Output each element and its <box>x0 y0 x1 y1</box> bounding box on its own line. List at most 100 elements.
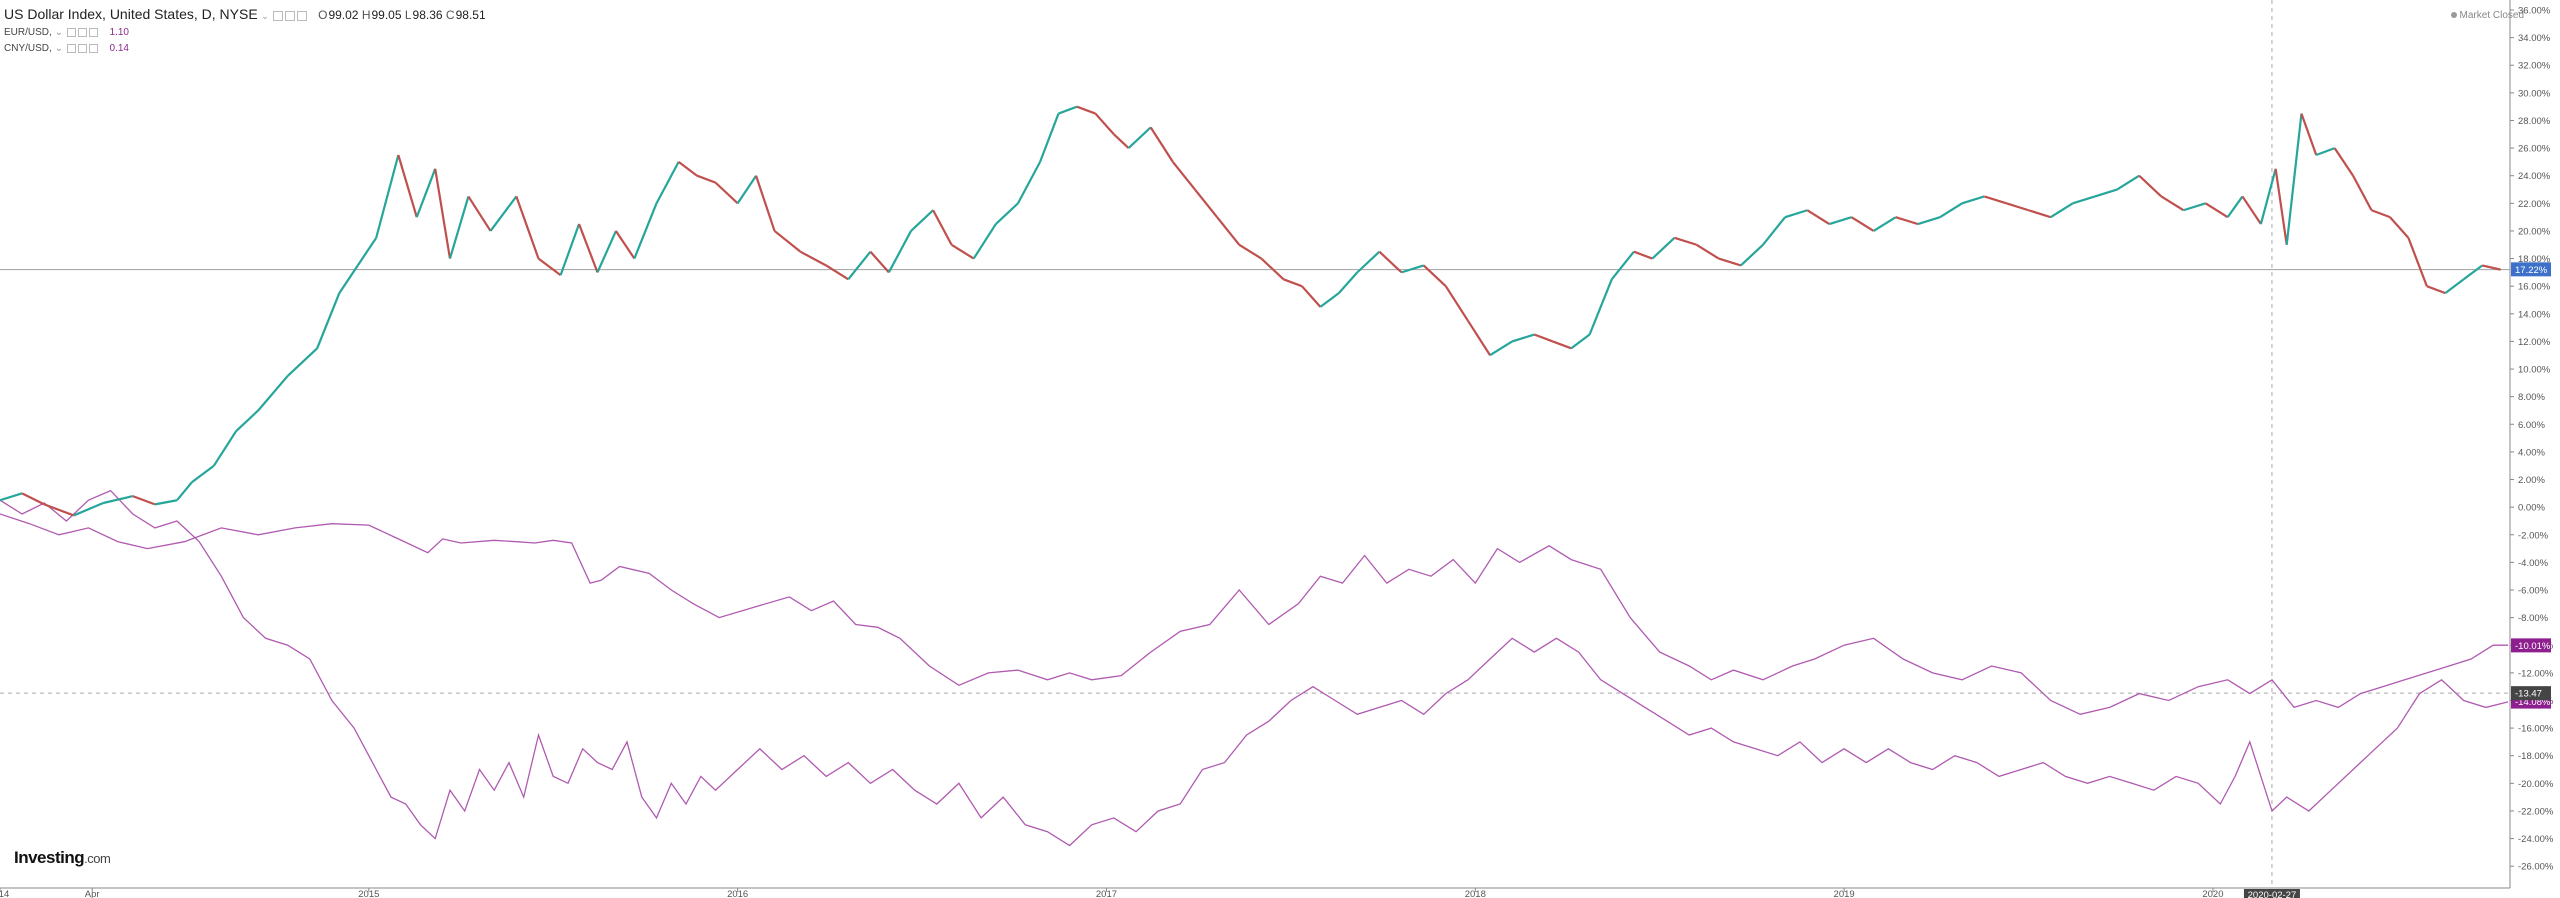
candle-segment <box>1338 271 1359 294</box>
high-label: H <box>361 8 371 22</box>
price-badges: 17.22% -10.01% -14.08%-13.47 2020-02-27 <box>2243 262 2551 898</box>
candle-segment <box>1356 250 1381 274</box>
candle-segment <box>578 223 599 273</box>
candle-segment <box>235 409 259 432</box>
settings-icon[interactable] <box>285 10 296 21</box>
candle-segment <box>1149 126 1174 163</box>
candle-segment <box>596 230 617 273</box>
candle-segment <box>932 209 953 246</box>
visibility-icon[interactable] <box>273 10 284 21</box>
badge-usd-index-bg <box>2511 262 2551 277</box>
y-tick-label: -20.00% <box>2518 779 2554 790</box>
candle-segment <box>1674 236 1697 246</box>
candle-segment <box>2094 188 2118 198</box>
y-tick-label: 34.00% <box>2518 33 2551 44</box>
y-tick-label: 16.00% <box>2518 282 2551 293</box>
high-value: 99.05 <box>371 8 402 22</box>
candle-segment <box>755 175 776 232</box>
visibility-icon[interactable] <box>66 27 76 37</box>
y-tick-label: 20.00% <box>2518 226 2551 237</box>
settings-icon[interactable] <box>77 43 87 53</box>
chevron-down-icon[interactable]: ⌄ <box>54 27 63 38</box>
candle-segment <box>103 495 134 505</box>
candle-segment <box>972 223 997 260</box>
x-tick-label: 14 <box>0 889 9 898</box>
candle-segment <box>212 430 237 467</box>
series-line-eurusd <box>0 513 2508 715</box>
candle-segment <box>2274 168 2288 245</box>
y-tick-label: 0.00% <box>2518 503 2545 514</box>
candle-segment <box>316 292 341 349</box>
x-tick-label: 2016 <box>727 889 748 898</box>
more-icon[interactable] <box>297 10 308 21</box>
candle-segment <box>1917 216 1941 226</box>
candle-segment <box>736 175 758 204</box>
candle-segment <box>773 230 802 253</box>
y-tick-label: 12.00% <box>2518 337 2551 348</box>
candle-segment <box>132 495 156 506</box>
candle-segment <box>847 250 872 280</box>
close-icon[interactable] <box>88 27 98 37</box>
candle-segment <box>2481 264 2501 271</box>
candle-segment <box>1850 216 1875 232</box>
candle-segment <box>2352 175 2373 211</box>
candle-segment <box>1094 112 1115 136</box>
candle-segment <box>1401 264 1424 274</box>
candle-segment <box>375 154 400 239</box>
candle-segment <box>995 202 1019 225</box>
candle-segment <box>1533 333 1554 343</box>
y-tick-label: 28.00% <box>2518 116 2551 127</box>
candle-segment <box>1552 340 1572 350</box>
candle-segment <box>467 195 492 232</box>
symbol-title[interactable]: US Dollar Index, United States, D, NYSE <box>4 6 258 22</box>
y-tick-label: -8.00% <box>2518 613 2549 624</box>
candle-segment <box>1194 188 1218 218</box>
y-tick-label: 8.00% <box>2518 392 2545 403</box>
series-layer <box>0 0 2510 888</box>
candle-segment <box>257 375 289 412</box>
chevron-down-icon[interactable]: ⌄ <box>261 11 269 21</box>
candle-segment <box>1633 250 1653 260</box>
candle-segment <box>1784 209 1808 219</box>
candle-segment <box>714 181 739 205</box>
candle-segment <box>1718 257 1742 267</box>
y-axis: 36.00% 34.00% 32.00% 30.00% 28.00% 26.00% 24.0… <box>2510 6 2554 873</box>
close-icon[interactable] <box>88 43 98 53</box>
candle-segment <box>2285 113 2303 245</box>
candle-segment <box>1058 105 1078 115</box>
candle-segment <box>2444 278 2465 294</box>
candle-segment <box>1961 195 1985 205</box>
y-tick-label: 6.00% <box>2518 420 2545 431</box>
y-tick-label: 2.00% <box>2518 475 2545 486</box>
open-label: O <box>318 8 328 22</box>
open-value: 99.02 <box>328 8 359 22</box>
x-tick-label: 2018 <box>1465 889 1486 898</box>
badge-crosshair-y: -13.47 <box>2515 689 2542 700</box>
candle-segment <box>950 243 975 260</box>
candle-segment <box>2204 202 2229 219</box>
axis-lines <box>0 0 2511 889</box>
candle-segment <box>0 492 23 502</box>
y-tick-label: -4.00% <box>2518 558 2549 569</box>
visibility-icon[interactable] <box>66 43 76 53</box>
y-tick-label: 10.00% <box>2518 365 2551 376</box>
compare-legend-eurusd[interactable]: EUR/USD, ⌄ 1.10 <box>4 27 129 38</box>
chevron-down-icon[interactable]: ⌄ <box>54 43 63 54</box>
candle-segment <box>1895 216 1919 226</box>
candle-segment <box>1489 340 1513 357</box>
candle-segment <box>910 209 934 232</box>
candle-segment <box>825 264 849 281</box>
compare-name: EUR/USD, <box>4 27 52 38</box>
candle-segment <box>2300 113 2318 156</box>
compare-legend-cnyusd[interactable]: CNY/USD, ⌄ 0.14 <box>4 43 129 54</box>
chart-header: US Dollar Index, United States, D, NYSE … <box>4 6 486 22</box>
close-value: 98.51 <box>455 8 486 22</box>
candle-segment <box>2006 202 2029 212</box>
settings-icon[interactable] <box>77 27 87 37</box>
y-tick-label: -6.00% <box>2518 586 2549 597</box>
candle-segment <box>2050 202 2074 219</box>
y-tick-label: -16.00% <box>2518 724 2554 735</box>
candle-segment <box>2072 195 2096 205</box>
y-tick-label: 18.00% <box>2518 254 2551 265</box>
